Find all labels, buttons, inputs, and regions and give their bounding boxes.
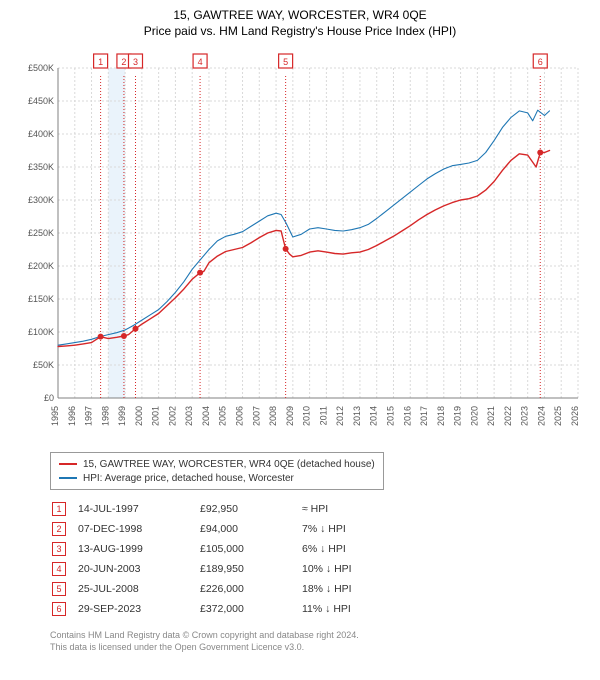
svg-text:5: 5 [283, 57, 288, 67]
svg-text:£100K: £100K [28, 327, 54, 337]
sale-marker-box: 2 [52, 522, 66, 536]
svg-text:£350K: £350K [28, 162, 54, 172]
legend-swatch [59, 463, 77, 465]
table-row: 1 14-JUL-1997£92,950≈ HPI [52, 500, 362, 518]
title-address: 15, GAWTREE WAY, WORCESTER, WR4 0QE [14, 8, 586, 22]
sale-delta: 6% ↓ HPI [302, 540, 362, 558]
svg-text:2026: 2026 [570, 406, 580, 426]
svg-text:2014: 2014 [369, 406, 379, 426]
svg-text:2010: 2010 [302, 406, 312, 426]
sale-delta: 11% ↓ HPI [302, 600, 362, 618]
table-row: 6 29-SEP-2023£372,00011% ↓ HPI [52, 600, 362, 618]
sale-price: £372,000 [200, 600, 300, 618]
svg-text:2018: 2018 [436, 406, 446, 426]
attribution-line1: Contains HM Land Registry data © Crown c… [50, 630, 586, 642]
svg-text:1999: 1999 [117, 406, 127, 426]
svg-text:6: 6 [538, 57, 543, 67]
svg-text:2023: 2023 [520, 406, 530, 426]
sale-marker-box: 5 [52, 582, 66, 596]
sale-price: £105,000 [200, 540, 300, 558]
sale-price: £92,950 [200, 500, 300, 518]
svg-text:2019: 2019 [453, 406, 463, 426]
svg-text:2007: 2007 [251, 406, 261, 426]
sale-price: £94,000 [200, 520, 300, 538]
svg-text:£250K: £250K [28, 228, 54, 238]
svg-text:2006: 2006 [235, 406, 245, 426]
sale-marker-box: 1 [52, 502, 66, 516]
svg-text:£50K: £50K [33, 360, 54, 370]
svg-text:4: 4 [198, 57, 203, 67]
svg-text:2004: 2004 [201, 406, 211, 426]
sale-date: 29-SEP-2023 [78, 600, 198, 618]
title-subtitle: Price paid vs. HM Land Registry's House … [14, 24, 586, 38]
sale-date: 07-DEC-1998 [78, 520, 198, 538]
svg-text:1996: 1996 [67, 406, 77, 426]
chart-svg: £0 £50K £100K £150K £200K £250K £300K £350K £400… [14, 44, 586, 444]
attribution-line2: This data is licensed under the Open Gov… [50, 642, 586, 654]
sale-delta: 7% ↓ HPI [302, 520, 362, 538]
svg-text:2017: 2017 [419, 406, 429, 426]
chart-container: 15, GAWTREE WAY, WORCESTER, WR4 0QE Pric… [0, 0, 600, 680]
svg-text:2020: 2020 [469, 406, 479, 426]
sale-marker-box: 4 [52, 562, 66, 576]
svg-text:2024: 2024 [536, 406, 546, 426]
table-row: 2 07-DEC-1998£94,0007% ↓ HPI [52, 520, 362, 538]
svg-text:2016: 2016 [402, 406, 412, 426]
legend-swatch [59, 477, 77, 479]
svg-text:2008: 2008 [268, 406, 278, 426]
svg-text:2021: 2021 [486, 406, 496, 426]
sale-delta: ≈ HPI [302, 500, 362, 518]
table-row: 4 20-JUN-2003£189,95010% ↓ HPI [52, 560, 362, 578]
svg-text:2013: 2013 [352, 406, 362, 426]
svg-text:£500K: £500K [28, 63, 54, 73]
svg-text:£450K: £450K [28, 96, 54, 106]
sale-marker-box: 3 [52, 542, 66, 556]
legend-item: HPI: Average price, detached house, Worc… [59, 471, 375, 485]
sales-table: 1 14-JUL-1997£92,950≈ HPI 2 07-DEC-1998£94,… [50, 498, 364, 620]
svg-text:3: 3 [133, 57, 138, 67]
svg-text:1: 1 [98, 57, 103, 67]
svg-text:2011: 2011 [318, 406, 328, 425]
svg-text:1998: 1998 [100, 406, 110, 426]
svg-text:2025: 2025 [553, 406, 563, 426]
table-row: 5 25-JUL-2008£226,00018% ↓ HPI [52, 580, 362, 598]
svg-text:2012: 2012 [335, 406, 345, 426]
svg-text:2015: 2015 [385, 406, 395, 426]
sale-delta: 10% ↓ HPI [302, 560, 362, 578]
sale-price: £226,000 [200, 580, 300, 598]
svg-text:2009: 2009 [285, 406, 295, 426]
svg-text:2001: 2001 [151, 406, 161, 426]
chart-area: £0 £50K £100K £150K £200K £250K £300K £350K £400… [14, 44, 586, 444]
svg-text:£0: £0 [44, 393, 54, 403]
svg-text:1997: 1997 [84, 406, 94, 426]
sale-date: 14-JUL-1997 [78, 500, 198, 518]
sale-delta: 18% ↓ HPI [302, 580, 362, 598]
svg-text:£400K: £400K [28, 129, 54, 139]
table-row: 3 13-AUG-1999£105,0006% ↓ HPI [52, 540, 362, 558]
svg-text:2: 2 [121, 57, 126, 67]
sale-date: 25-JUL-2008 [78, 580, 198, 598]
svg-text:2000: 2000 [134, 406, 144, 426]
legend-label: HPI: Average price, detached house, Worc… [83, 473, 294, 484]
sale-date: 13-AUG-1999 [78, 540, 198, 558]
legend-label: 15, GAWTREE WAY, WORCESTER, WR4 0QE (det… [83, 459, 375, 470]
sale-price: £189,950 [200, 560, 300, 578]
svg-text:2022: 2022 [503, 406, 513, 426]
title-block: 15, GAWTREE WAY, WORCESTER, WR4 0QE Pric… [14, 8, 586, 38]
legend: 15, GAWTREE WAY, WORCESTER, WR4 0QE (det… [50, 452, 384, 490]
svg-text:£150K: £150K [28, 294, 54, 304]
legend-item: 15, GAWTREE WAY, WORCESTER, WR4 0QE (det… [59, 457, 375, 471]
attribution: Contains HM Land Registry data © Crown c… [50, 630, 586, 653]
svg-text:£200K: £200K [28, 261, 54, 271]
svg-text:£300K: £300K [28, 195, 54, 205]
svg-text:2002: 2002 [167, 406, 177, 426]
svg-text:2003: 2003 [184, 406, 194, 426]
sale-marker-box: 6 [52, 602, 66, 616]
svg-text:1995: 1995 [50, 406, 60, 426]
svg-text:2005: 2005 [218, 406, 228, 426]
sale-date: 20-JUN-2003 [78, 560, 198, 578]
